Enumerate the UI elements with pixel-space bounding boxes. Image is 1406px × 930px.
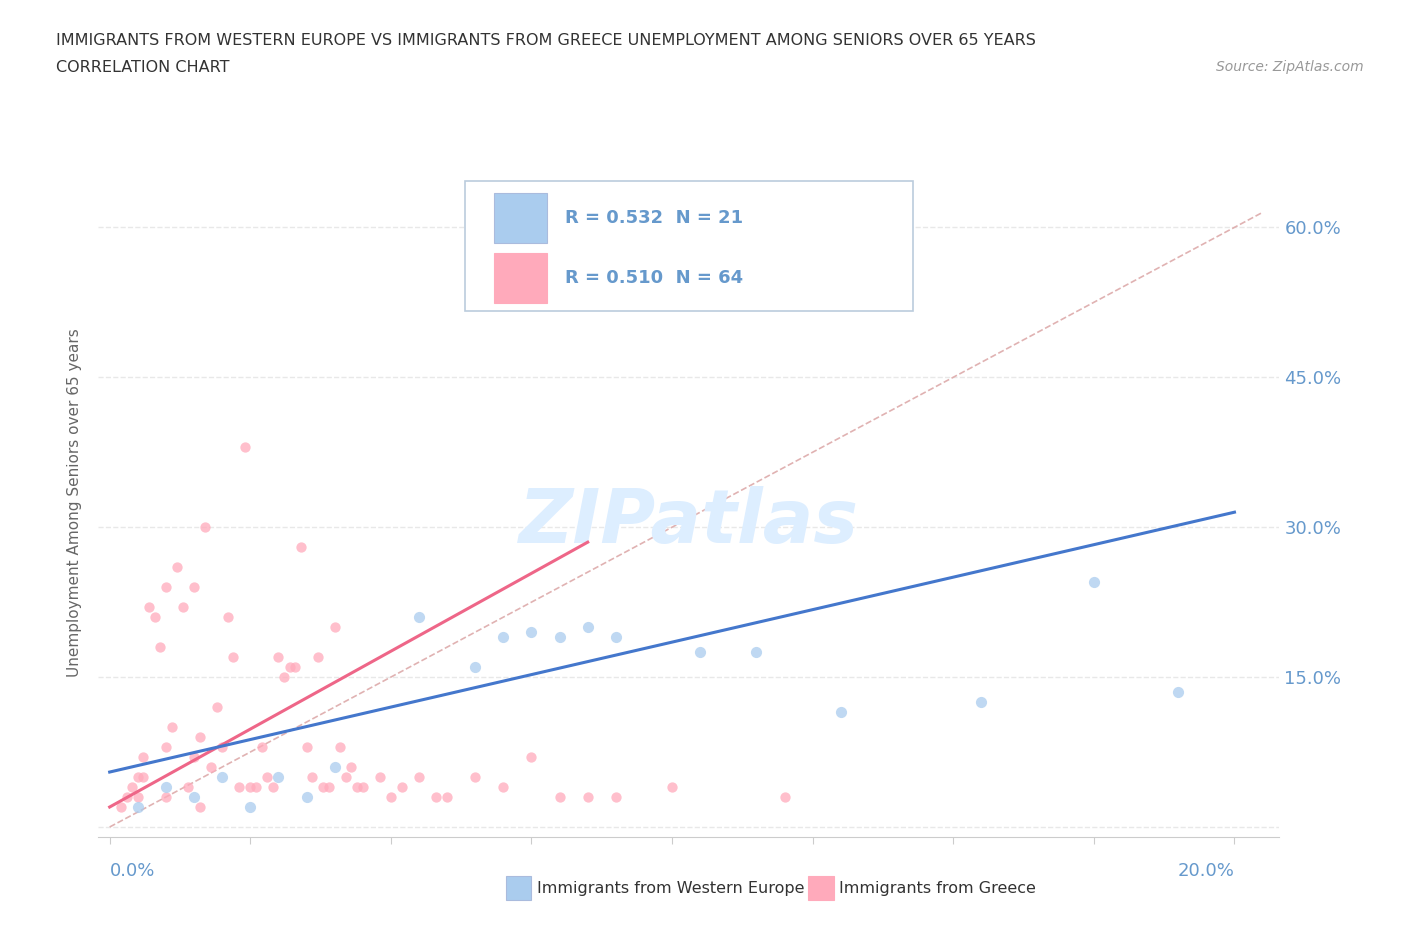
Point: [689, 644, 711, 659]
Point: [166, 560, 188, 575]
Point: [323, 619, 346, 634]
Point: [228, 779, 250, 794]
Text: ZIPatlas: ZIPatlas: [519, 485, 859, 559]
Point: [127, 790, 149, 804]
Point: [312, 779, 335, 794]
Point: [548, 790, 571, 804]
Point: [188, 800, 211, 815]
Point: [239, 779, 262, 794]
Text: CORRELATION CHART: CORRELATION CHART: [56, 60, 229, 75]
Point: [295, 790, 318, 804]
Point: [318, 779, 340, 794]
Point: [278, 659, 301, 674]
Point: [155, 579, 177, 594]
Point: [335, 770, 357, 785]
Point: [346, 779, 368, 794]
Point: [352, 779, 374, 794]
Point: [143, 610, 166, 625]
Point: [492, 779, 515, 794]
Point: [830, 705, 852, 720]
Point: [267, 650, 290, 665]
Point: [436, 790, 458, 804]
Point: [290, 539, 312, 554]
Text: 0.0%: 0.0%: [110, 862, 155, 880]
Point: [301, 770, 323, 785]
Point: [661, 779, 683, 794]
Point: [155, 779, 177, 794]
Point: [132, 750, 155, 764]
Point: [464, 659, 486, 674]
Point: [217, 610, 239, 625]
Point: [273, 670, 295, 684]
Point: [773, 790, 796, 804]
Point: [115, 790, 138, 804]
Point: [155, 739, 177, 754]
Point: [121, 779, 143, 794]
Point: [492, 630, 515, 644]
Point: [160, 720, 183, 735]
Y-axis label: Unemployment Among Seniors over 65 years: Unemployment Among Seniors over 65 years: [67, 328, 83, 677]
Point: [267, 770, 290, 785]
Point: [233, 440, 256, 455]
Point: [183, 790, 205, 804]
Text: R = 0.532  N = 21: R = 0.532 N = 21: [565, 208, 742, 227]
Point: [520, 625, 543, 640]
Point: [970, 695, 993, 710]
Point: [520, 750, 543, 764]
Point: [155, 790, 177, 804]
Point: [194, 520, 217, 535]
Point: [262, 779, 284, 794]
Point: [340, 760, 363, 775]
Point: [295, 739, 318, 754]
Point: [307, 650, 329, 665]
FancyBboxPatch shape: [494, 253, 547, 303]
Point: [172, 600, 194, 615]
Point: [138, 600, 160, 615]
Point: [250, 739, 273, 754]
FancyBboxPatch shape: [494, 193, 547, 243]
Point: [127, 800, 149, 815]
Point: [368, 770, 391, 785]
Point: [200, 760, 222, 775]
Point: [576, 790, 599, 804]
Point: [188, 730, 211, 745]
Point: [1167, 684, 1189, 699]
Point: [745, 644, 768, 659]
Point: [284, 659, 307, 674]
Text: Immigrants from Western Europe: Immigrants from Western Europe: [537, 881, 804, 896]
Point: [391, 779, 413, 794]
Point: [183, 579, 205, 594]
Text: 20.0%: 20.0%: [1178, 862, 1234, 880]
Point: [605, 790, 627, 804]
Point: [183, 750, 205, 764]
Point: [211, 739, 233, 754]
Point: [1083, 575, 1105, 590]
Point: [149, 640, 172, 655]
Point: [323, 760, 346, 775]
FancyBboxPatch shape: [464, 180, 914, 312]
Text: IMMIGRANTS FROM WESTERN EUROPE VS IMMIGRANTS FROM GREECE UNEMPLOYMENT AMONG SENI: IMMIGRANTS FROM WESTERN EUROPE VS IMMIGR…: [56, 33, 1036, 47]
Point: [329, 739, 352, 754]
Point: [205, 699, 228, 714]
Point: [211, 770, 233, 785]
Point: [576, 619, 599, 634]
Point: [222, 650, 245, 665]
Point: [132, 770, 155, 785]
Point: [408, 610, 430, 625]
Point: [408, 770, 430, 785]
Point: [605, 630, 627, 644]
Point: [110, 800, 132, 815]
Text: Immigrants from Greece: Immigrants from Greece: [839, 881, 1036, 896]
Point: [256, 770, 278, 785]
Point: [245, 779, 267, 794]
Point: [464, 770, 486, 785]
Text: Source: ZipAtlas.com: Source: ZipAtlas.com: [1216, 60, 1364, 74]
Point: [127, 770, 149, 785]
Text: R = 0.510  N = 64: R = 0.510 N = 64: [565, 269, 742, 286]
Point: [380, 790, 402, 804]
Point: [239, 800, 262, 815]
Point: [425, 790, 447, 804]
Point: [177, 779, 200, 794]
Point: [548, 630, 571, 644]
